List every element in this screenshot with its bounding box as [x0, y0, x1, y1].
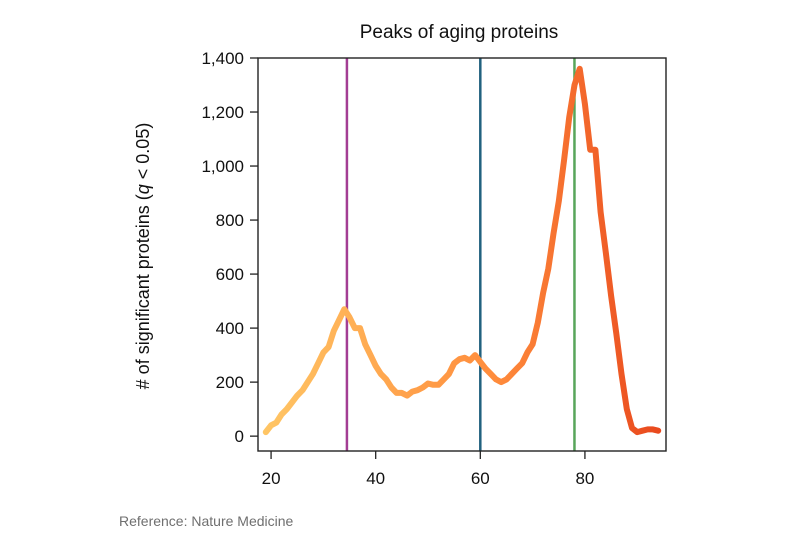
y-tick-label: 0 — [235, 427, 244, 446]
x-tick-label: 60 — [471, 469, 490, 488]
x-tick-label: 80 — [575, 469, 594, 488]
y-tick-label: 800 — [216, 211, 244, 230]
plot-frame — [257, 57, 667, 452]
y-tick-label: 1,000 — [201, 157, 244, 176]
x-tick-label: 40 — [366, 469, 385, 488]
series-line — [262, 65, 662, 436]
reference-note: Reference: Nature Medicine — [119, 513, 294, 529]
x-tick-label: 20 — [262, 469, 281, 488]
y-axis-label: # of significant proteins (q < 0.05) — [133, 123, 153, 390]
y-tick-label: 1,200 — [201, 103, 244, 122]
y-tick-label: 1,400 — [201, 49, 244, 68]
y-tick-label: 400 — [216, 319, 244, 338]
chart-title: Peaks of aging proteins — [360, 22, 559, 43]
y-tick-label: 600 — [216, 265, 244, 284]
y-tick-label: 200 — [216, 373, 244, 392]
series-points — [266, 69, 659, 432]
